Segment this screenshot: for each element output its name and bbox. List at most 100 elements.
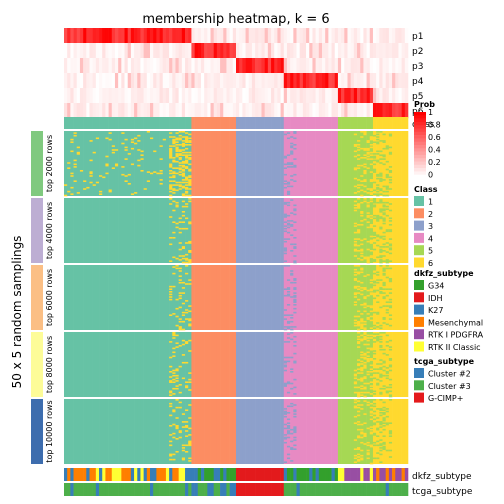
membership-cell [124,149,129,151]
membership-cell [360,131,364,133]
membership-cell [360,319,364,322]
membership-cell [363,364,367,367]
membership-cell [353,292,358,294]
membership-column [306,265,310,330]
membership-cell [286,204,291,207]
prob-cell [264,103,269,119]
membership-cell [283,369,288,372]
membership-cell [73,166,78,168]
membership-cell [372,204,377,207]
class-cell [169,117,173,129]
membership-cell [360,454,364,457]
membership-cell [360,180,364,182]
membership-cell [360,189,364,192]
prob-cell [156,88,160,104]
membership-cell [357,335,361,338]
membership-column [146,399,151,464]
prob-cell [150,43,154,59]
prob-cell [127,73,132,89]
prob-cell [388,58,393,74]
membership-cell [385,309,390,311]
membership-cell [283,326,288,328]
membership-cell [290,402,294,405]
membership-cell [388,431,393,434]
membership-cell [290,320,294,323]
membership-cell [283,410,288,413]
membership-column [194,131,199,196]
prob-cell [388,43,393,59]
tcga-legend-title: tcga_subtype [414,357,475,366]
membership-cell [188,305,192,307]
membership-cell [188,151,192,154]
membership-cell [372,402,377,405]
membership-cell [382,292,387,294]
prob-cell [210,103,215,119]
membership-column [312,399,316,464]
membership-cell [388,292,393,294]
membership-cell [366,151,371,154]
prob-cell [178,73,183,89]
membership-cell [369,412,374,414]
membership-cell [360,428,364,431]
membership-column [236,131,240,196]
membership-column [328,198,332,263]
membership-cell [363,332,367,334]
membership-column [376,198,380,263]
membership-column [134,198,138,263]
membership-cell [185,309,189,311]
prob-cell [89,88,93,104]
prob-cell [156,28,160,44]
membership-cell [67,167,71,169]
prob-cell [379,28,383,44]
membership-cell [283,434,288,436]
class-cell [156,117,160,129]
class-cell [229,117,234,129]
prob-legend-title: Prob [414,100,435,109]
tcga-subtype-cell [379,483,383,496]
membership-column [175,265,179,330]
membership-cell [382,274,387,276]
prob-cell [245,43,250,59]
membership-cell [181,354,186,356]
membership-cell [379,374,383,377]
membership-cell [357,184,361,186]
membership-column [216,332,221,397]
prob-cell [337,73,342,89]
membership-cell [379,399,383,401]
membership-cell [169,155,173,158]
class-legend-label: 2 [428,210,433,219]
prob-cell [401,103,406,119]
membership-column [376,265,380,330]
membership-cell [353,399,358,401]
membership-cell [290,447,294,449]
membership-cell [290,166,294,168]
membership-cell [382,255,387,257]
membership-cell [290,432,294,435]
prob-cell [86,43,90,59]
membership-cell [366,167,371,169]
membership-cell [172,188,176,190]
membership-column [261,399,265,464]
prob-cell [299,73,304,89]
membership-cell [283,328,288,331]
dkfz-subtype-cell [89,468,93,481]
class-legend-label: 5 [428,247,433,256]
prob-cell [312,103,316,119]
tcga-subtype-cell [146,483,151,496]
membership-cell [73,163,78,166]
prob-cell [309,103,313,119]
membership-cell [283,173,288,176]
prob-cell [169,88,173,104]
membership-cell [382,220,387,222]
membership-cell [169,243,173,246]
membership-column [223,198,227,263]
membership-cell [169,391,173,394]
membership-cell [379,162,383,164]
membership-column [216,131,221,196]
membership-cell [388,220,393,222]
membership-column [64,198,68,263]
membership-column [89,332,93,397]
membership-cell [385,372,390,374]
tcga-subtype-cell [248,483,253,496]
membership-cell [353,401,358,404]
